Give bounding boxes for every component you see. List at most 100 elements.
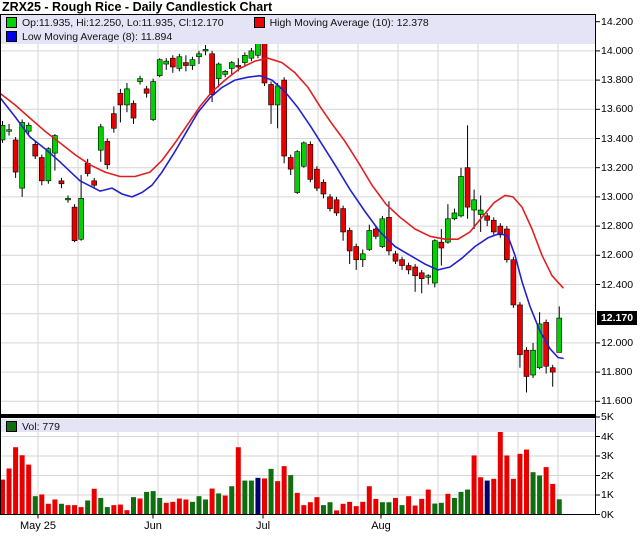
chart-title: ZRX25 - Rough Rice - Daily Candlestick C… — [2, 0, 273, 14]
volume-bar — [0, 479, 5, 515]
volume-bar — [334, 510, 340, 515]
volume-bar — [104, 507, 110, 515]
volume-axis-label: 1K — [601, 489, 614, 501]
volume-bar — [85, 500, 91, 515]
low-ma-legend-swatch-icon — [6, 31, 17, 42]
volume-bar — [203, 499, 209, 515]
volume-bar — [543, 467, 549, 515]
volume-bar — [124, 510, 130, 515]
volume-bar — [52, 499, 58, 515]
candle-body — [373, 228, 379, 237]
volume-bar — [262, 478, 267, 515]
main-legend: Op:11.935, Hi:12.250, Lo:11.935, Cl:12.1… — [1, 15, 595, 44]
candle-body — [477, 209, 484, 215]
candle-body — [104, 141, 111, 166]
volume-bar — [170, 501, 176, 515]
volume-bar — [432, 503, 438, 515]
price-axis-label: 13.400 — [601, 132, 634, 145]
candle-body — [268, 84, 274, 106]
volume-bar — [556, 499, 562, 515]
candle-body — [228, 62, 235, 69]
price-axis-label: 12.800 — [601, 220, 634, 233]
volume-bar — [340, 503, 346, 515]
volume-bar — [491, 478, 497, 515]
candle-body — [510, 259, 517, 306]
volume-axis-label: 3K — [601, 450, 614, 462]
price-axis-label: 12.600 — [601, 249, 634, 262]
candle-body — [543, 322, 549, 367]
price-axis-label: 11.800 — [601, 366, 633, 379]
candle-body — [281, 79, 287, 157]
candle-body — [359, 253, 366, 260]
volume-bar — [379, 502, 385, 515]
volume-bar — [242, 480, 248, 515]
month-label: Aug — [371, 520, 391, 532]
volume-bar — [386, 502, 392, 515]
volume-bar — [268, 468, 274, 515]
candle-body — [431, 240, 438, 284]
volume-bar — [478, 477, 484, 515]
candle-body — [196, 53, 202, 58]
volume-bar — [150, 491, 156, 515]
candle-body — [202, 49, 209, 52]
candle-body — [556, 317, 563, 353]
volume-bar — [366, 486, 372, 515]
candle-body — [504, 228, 510, 260]
volume-bar — [209, 488, 215, 515]
volume-bar — [275, 481, 281, 515]
high-ma-line — [0, 57, 564, 289]
candle-body — [438, 241, 445, 249]
volume-bar — [445, 493, 451, 515]
candle-body — [549, 367, 556, 373]
volume-bar — [425, 489, 431, 515]
volume-legend: Vol: 779 — [1, 419, 595, 433]
candle-body — [451, 212, 458, 220]
volume-bar — [399, 505, 405, 515]
candle-body — [71, 206, 78, 241]
candle-body — [150, 81, 156, 120]
candle-body — [497, 225, 504, 236]
volume-bar — [26, 464, 32, 515]
volume-bar — [248, 480, 254, 515]
volume-bar — [406, 496, 412, 515]
candle-body — [464, 167, 471, 208]
low-ma-line — [0, 74, 564, 360]
price-axis-label: 13.200 — [601, 161, 634, 174]
candle-body — [366, 230, 373, 250]
candle-body — [274, 85, 281, 106]
candle-body — [300, 142, 307, 167]
candle-body — [209, 53, 215, 96]
candle-body — [189, 59, 196, 66]
volume-bar — [451, 497, 457, 515]
volume-bar — [222, 495, 228, 515]
candle-body — [222, 71, 228, 75]
volume-legend-label: Vol: 779 — [22, 420, 60, 433]
volume-bar — [19, 455, 25, 515]
volume-bar — [484, 480, 490, 515]
candle-body — [340, 208, 346, 233]
candle-body — [242, 54, 248, 63]
volume-bar — [163, 502, 169, 515]
volume-bar — [360, 501, 366, 515]
candle-body — [314, 168, 320, 189]
volume-bar — [117, 504, 123, 515]
candle-body — [32, 144, 39, 157]
month-label: May 25 — [19, 520, 57, 532]
candle-body — [170, 57, 176, 68]
candle-body — [333, 199, 340, 214]
candle-body — [38, 157, 45, 182]
panel-divider — [0, 414, 596, 418]
candle-body — [97, 126, 104, 151]
candle-body — [412, 266, 418, 277]
candle-body — [405, 265, 412, 271]
volume-bar — [537, 475, 543, 515]
volume-bar — [235, 447, 241, 515]
volume-bar — [176, 498, 182, 515]
candle-body — [183, 62, 189, 66]
candle-body — [346, 230, 353, 252]
last-price-tag: 12.170 — [597, 311, 637, 326]
high-ma-legend-label: High Moving Average (10): 12.378 — [269, 16, 429, 29]
candle-body — [523, 349, 530, 377]
price-axis-label: 13.000 — [601, 190, 634, 203]
